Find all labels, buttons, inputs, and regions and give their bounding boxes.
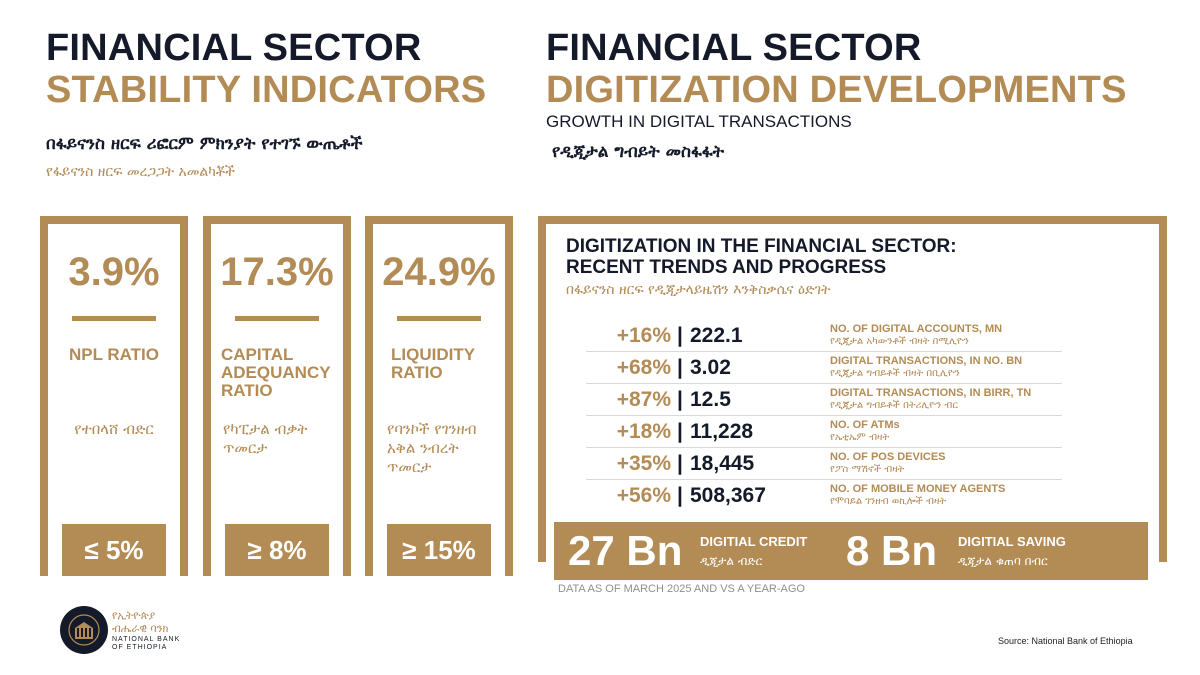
indicator-label: CAPITAL ADEQUANCY RATIO	[211, 346, 343, 400]
bank-building-icon	[68, 614, 100, 646]
metric-label-amharic: የኤቲኤም ብዛት	[830, 432, 890, 443]
metric-separator: |	[677, 388, 683, 411]
metric-label: NO. OF ATMs	[830, 419, 900, 431]
indicator-label-line: RATIO	[221, 381, 273, 400]
indicator-label-line: NPL RATIO	[68, 345, 160, 364]
digital-credit-value: 27 Bn	[568, 527, 683, 574]
bank-name-amharic-line: ብሔራዊ ባንክ	[112, 622, 169, 635]
benchmark-badge: ≥ 15%	[387, 524, 491, 576]
right-title-line2: DIGITIZATION DEVELOPMENTS	[546, 69, 1127, 111]
indicator-label-amharic-line: አቅል ንብረት	[387, 439, 459, 457]
bank-name-amharic-line: የኢትዮጵያ	[112, 609, 156, 622]
bank-name-english-line: NATIONAL BANK	[112, 636, 181, 643]
metric-value: 3.02	[690, 356, 731, 379]
digitization-panel	[538, 216, 1167, 562]
metric-label-amharic: የዲጂታል ግብይቶች በትሪሊዮን ብር	[830, 400, 958, 411]
indicator-label-amharic: የተበላሸ ብድር	[48, 420, 180, 439]
metric-value: 12.5	[690, 388, 731, 411]
digitization-panel-title: DIGITIZATION IN THE FINANCIAL SECTOR: RE…	[566, 236, 957, 278]
metric-growth: +56%	[616, 484, 671, 507]
metric-separator: |	[677, 420, 683, 443]
indicator-panel-capital-adequacy: 17.3% CAPITAL ADEQUANCY RATIO የካፒታል ብቃት …	[203, 216, 351, 576]
indicator-value: 17.3%	[220, 250, 334, 294]
metric-row: +18% | 11,228 NO. OF ATMs የኤቲኤም ብዛት	[586, 416, 1062, 448]
digitization-panel-subtitle-amharic: በፋይናንስ ዘርፍ የዲጂታላይዜሽን እንቅስቃሴና ዕድገት	[566, 282, 831, 298]
metric-row: +87% | 12.5 DIGITAL TRANSACTIONS, IN BIR…	[586, 384, 1062, 416]
divider	[235, 316, 319, 321]
metric-row: +35% | 18,445 NO. OF POS DEVICES የፖስ ማሽኖ…	[586, 448, 1062, 480]
bank-name-english: NATIONAL BANK OF ETHIOPIA	[112, 636, 180, 652]
left-subtitle-amharic-2: የፋይናንስ ዘርፍ መረጋጋት አመልካቾች	[46, 164, 235, 180]
credit-saving-band: 27 Bn DIGITIAL CREDIT ዲጂታል ብድር 8 Bn DIGI…	[554, 522, 1148, 580]
digitization-title-line: DIGITIZATION IN THE FINANCIAL SECTOR:	[566, 236, 957, 257]
benchmark-badge: ≤ 5%	[62, 524, 166, 576]
indicator-label-amharic-line: ጥመርታ	[387, 458, 432, 476]
indicator-label: NPL RATIO	[48, 346, 180, 364]
metric-label: DIGITAL TRANSACTIONS, IN NO. BN	[830, 355, 1023, 367]
metric-growth: +18%	[616, 420, 671, 443]
metric-value: 508,367	[690, 484, 766, 507]
metric-value: 11,228	[690, 420, 754, 443]
metric-value: 18,445	[690, 452, 755, 475]
digital-saving-label-amharic: ዲጂታል ቁጠባ በብር	[958, 554, 1048, 568]
right-title-line1: FINANCIAL SECTOR	[546, 27, 922, 69]
digital-saving-label: DIGITIAL SAVING	[958, 534, 1066, 549]
divider	[72, 316, 156, 321]
indicator-label-amharic: የባንኮች የገንዘብ አቅል ንብረት ጥመርታ	[373, 420, 505, 477]
metric-row: +56% | 508,367 NO. OF MOBILE MONEY AGENT…	[586, 480, 1062, 512]
metric-growth: +35%	[616, 452, 671, 475]
indicator-label-line: LIQUIDITY	[391, 345, 476, 364]
metric-label-amharic: የዲጂታል አካውንቶች ብዛት በሚሊዮን	[830, 336, 969, 347]
metric-row: +68% | 3.02 DIGITAL TRANSACTIONS, IN NO.…	[586, 352, 1062, 384]
source-credit: Source: National Bank of Ethiopia	[998, 636, 1133, 646]
metric-growth: +68%	[616, 356, 671, 379]
metric-separator: |	[677, 356, 683, 379]
metric-label: NO. OF MOBILE MONEY AGENTS	[830, 483, 1006, 495]
indicator-label-amharic-line: የካፒታል ብቃት	[223, 420, 308, 438]
metric-label-amharic: የሞባይል ገንዘብ ወኪሎች ብዛት	[830, 496, 947, 507]
metric-row: +16% | 222.1 NO. OF DIGITAL ACCOUNTS, MN…	[586, 320, 1062, 352]
metric-label: NO. OF POS DEVICES	[830, 451, 946, 463]
metric-separator: |	[677, 484, 683, 507]
indicator-label-amharic-line: ጥመርታ	[223, 439, 268, 457]
indicator-label: LIQUIDITY RATIO	[373, 346, 505, 382]
indicator-label-amharic: የካፒታል ብቃት ጥመርታ	[211, 420, 343, 458]
metric-growth: +16%	[616, 324, 671, 347]
digital-credit-label-amharic: ዲጂታል ብድር	[700, 554, 763, 568]
benchmark-badge: ≥ 8%	[225, 524, 329, 576]
digitization-title-line: RECENT TRENDS AND PROGRESS	[566, 257, 887, 278]
indicator-label-line: RATIO	[391, 363, 443, 382]
left-subtitle-amharic: በፋይናንስ ዘርፍ ሪፎርም ምክንያት የተገኙ ውጤቶች	[46, 134, 363, 154]
bank-name-english-line: OF ETHIOPIA	[112, 644, 168, 651]
right-subtitle-amharic: የዲጂታል ግብይት መስፋፋት	[552, 142, 725, 162]
indicator-label-line: CAPITAL	[221, 345, 294, 364]
metric-separator: |	[677, 452, 683, 475]
metric-label: NO. OF DIGITAL ACCOUNTS, MN	[830, 323, 1003, 335]
metric-separator: |	[677, 324, 683, 347]
indicator-label-amharic-line: የተበላሸ ብድር	[74, 420, 154, 438]
bank-name-amharic: የኢትዮጵያ ብሔራዊ ባንክ	[112, 609, 168, 635]
data-note: DATA AS OF MARCH 2025 AND VS A YEAR-AGO	[558, 583, 805, 595]
metric-value: 222.1	[690, 324, 743, 347]
indicator-panel-npl: 3.9% NPL RATIO የተበላሸ ብድር ≤ 5%	[40, 216, 188, 576]
indicator-label-amharic-line: የባንኮች የገንዘብ	[387, 420, 477, 438]
metric-label-amharic: የዲጂታል ግብይቶች ብዛት በቢሊዮን	[830, 368, 960, 379]
metric-growth: +87%	[616, 388, 671, 411]
indicator-value: 3.9%	[68, 250, 160, 294]
left-title-line1: FINANCIAL SECTOR	[46, 27, 422, 69]
metric-label: DIGITAL TRANSACTIONS, IN BIRR, TN	[830, 387, 1032, 399]
metric-label-amharic: የፖስ ማሽኖች ብዛት	[830, 464, 905, 475]
indicator-label-line: ADEQUANCY	[221, 363, 331, 382]
digital-saving-value: 8 Bn	[846, 527, 938, 574]
bank-seal-logo	[60, 606, 108, 654]
divider	[397, 316, 481, 321]
indicator-value: 24.9%	[382, 250, 496, 294]
left-title-line2: STABILITY INDICATORS	[46, 69, 487, 111]
indicator-panel-liquidity: 24.9% LIQUIDITY RATIO የባንኮች የገንዘብ አቅል ንብ…	[365, 216, 513, 576]
digital-credit-label: DIGITIAL CREDIT	[700, 534, 808, 549]
right-subtitle: GROWTH IN DIGITAL TRANSACTIONS	[546, 112, 852, 131]
